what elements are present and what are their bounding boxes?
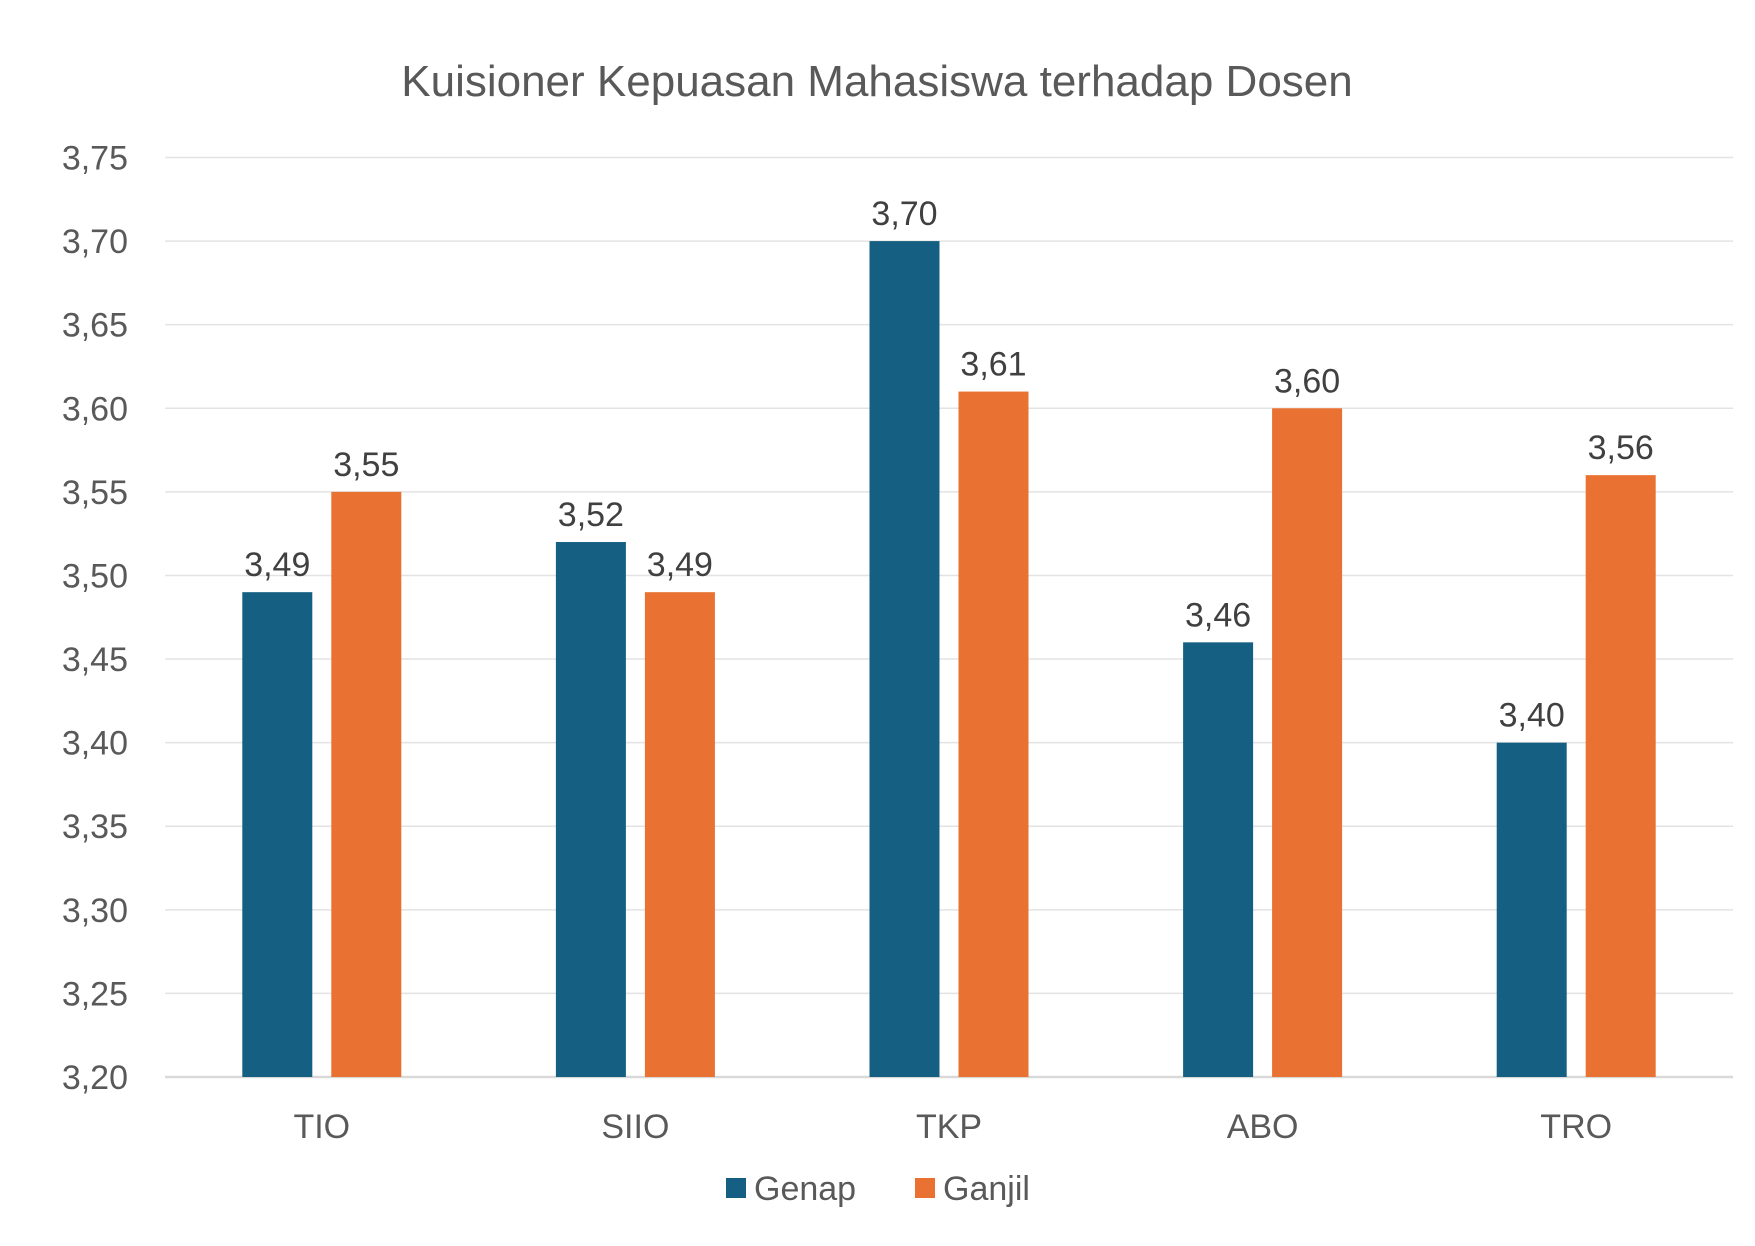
legend-swatch-ganjil — [915, 1178, 935, 1198]
y-tick-label: 3,35 — [62, 808, 128, 846]
bar-genap — [1496, 742, 1567, 1077]
y-tick-label: 3,40 — [62, 725, 128, 763]
data-label: 3,46 — [1185, 596, 1251, 634]
bar-genap — [555, 542, 626, 1077]
y-tick-label: 3,70 — [62, 223, 128, 261]
legend: Genap Ganjil — [726, 1170, 1030, 1208]
chart-title: Kuisioner Kepuasan Mahasiswa terhadap Do… — [401, 57, 1352, 106]
bar-genap — [869, 241, 940, 1077]
data-label: 3,49 — [647, 546, 713, 584]
data-label: 3,49 — [244, 546, 310, 584]
x-tick-label: SIIO — [601, 1108, 669, 1146]
bar-ganjil — [1272, 408, 1343, 1078]
data-labels: 3,49 3,55 3,52 3,49 3,70 3,61 3,46 3,60 3,40 3,56 — [244, 195, 1654, 735]
bar-ganjil — [644, 592, 715, 1077]
bar-ganjil — [331, 491, 402, 1077]
y-tick-label: 3,60 — [62, 390, 128, 428]
data-label: 3,70 — [871, 195, 937, 233]
y-axis-ticks: 3,20 3,25 3,30 3,35 3,40 3,45 3,50 3,55 3,60 3,65… — [62, 140, 128, 1098]
y-tick-label: 3,45 — [62, 641, 128, 679]
bar-genap — [242, 592, 313, 1077]
x-tick-label: TIO — [293, 1108, 350, 1146]
x-axis-ticks: TIO SIIO TKP ABO TRO — [293, 1108, 1612, 1146]
legend-label: Ganjil — [943, 1170, 1030, 1208]
bar-genap — [1183, 642, 1254, 1077]
y-tick-label: 3,30 — [62, 892, 128, 930]
data-label: 3,40 — [1499, 697, 1565, 735]
bar-ganjil — [1585, 475, 1656, 1077]
y-tick-label: 3,75 — [62, 140, 128, 178]
data-label: 3,55 — [333, 446, 399, 484]
data-label: 3,56 — [1588, 429, 1654, 467]
x-tick-label: TRO — [1540, 1108, 1612, 1146]
x-tick-label: ABO — [1227, 1108, 1299, 1146]
x-tick-label: TKP — [916, 1108, 982, 1146]
y-tick-label: 3,55 — [62, 474, 128, 512]
data-label: 3,60 — [1274, 362, 1340, 400]
bars — [242, 241, 1656, 1078]
legend-label: Genap — [754, 1170, 856, 1208]
bar-ganjil — [958, 391, 1029, 1077]
legend-swatch-genap — [726, 1178, 746, 1198]
y-tick-label: 3,65 — [62, 307, 128, 345]
gridlines — [165, 156, 1733, 1079]
y-tick-label: 3,20 — [62, 1059, 128, 1097]
y-tick-label: 3,25 — [62, 975, 128, 1013]
data-label: 3,52 — [558, 496, 624, 534]
y-tick-label: 3,50 — [62, 557, 128, 595]
data-label: 3,61 — [960, 346, 1026, 384]
